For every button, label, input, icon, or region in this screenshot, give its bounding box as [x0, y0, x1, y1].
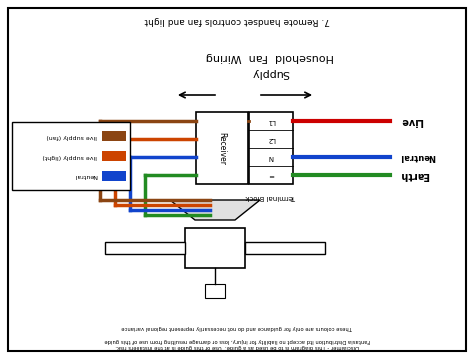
Text: Neutral: Neutral	[73, 173, 97, 178]
Bar	[196, 112, 248, 184]
Bar	[245, 242, 325, 254]
Text: L1: L1	[267, 118, 275, 124]
Text: Terminal Block: Terminal Block	[246, 194, 296, 200]
Bar	[105, 242, 185, 254]
Text: Live: Live	[400, 116, 423, 126]
Bar	[12, 122, 130, 190]
Bar	[249, 112, 293, 184]
Text: Household  Fan  Wiring: Household Fan Wiring	[206, 52, 334, 62]
Bar	[102, 151, 126, 161]
Bar	[102, 131, 126, 141]
Text: Disclaimer - This diagram is to be used as a guide.  Use of this guide is at the: Disclaimer - This diagram is to be used …	[104, 325, 370, 349]
Text: N: N	[268, 154, 273, 160]
Text: Neutral: Neutral	[400, 153, 436, 162]
Bar	[185, 228, 245, 268]
Text: Receiver: Receiver	[218, 131, 227, 164]
Bar	[102, 171, 126, 181]
Polygon shape	[170, 200, 260, 220]
Text: live supply (light): live supply (light)	[42, 154, 97, 159]
Text: live supply (fan): live supply (fan)	[46, 134, 97, 139]
Text: L2: L2	[267, 136, 275, 142]
Text: =: =	[268, 172, 274, 178]
Text: Earth: Earth	[400, 170, 429, 180]
Bar	[205, 284, 225, 298]
Text: 7. Remote handset controls fan and light: 7. Remote handset controls fan and light	[144, 16, 330, 25]
Text: Supply: Supply	[251, 68, 289, 78]
